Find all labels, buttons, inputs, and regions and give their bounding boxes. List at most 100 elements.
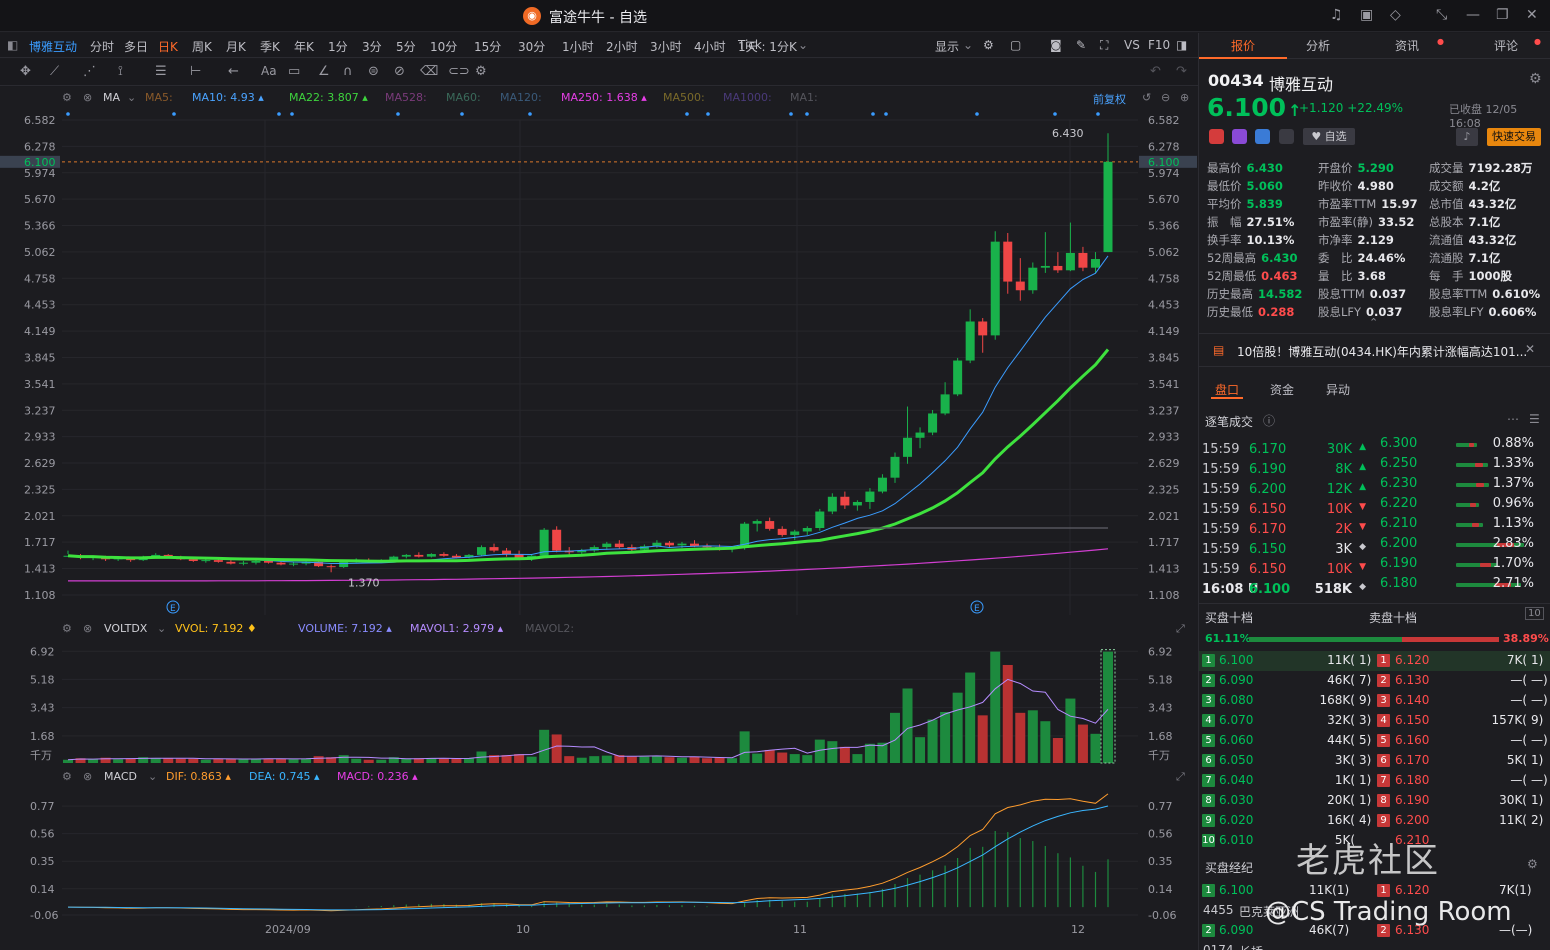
fullscreen-icon[interactable]: ⛶ bbox=[1100, 38, 1109, 52]
orderbook-row[interactable]: 1 6.100 11K(1) 1 6.120 7K(1) bbox=[1199, 651, 1550, 671]
info-icon[interactable]: ⓘ bbox=[1263, 414, 1276, 428]
orderbook-row[interactable]: 10 6.010 5K(6.210 bbox=[1199, 831, 1550, 851]
ten-toggle[interactable]: 10 bbox=[1525, 607, 1544, 620]
tab-quote[interactable]: 报价 bbox=[1231, 39, 1256, 53]
chevron-down-icon[interactable]: ⌄ bbox=[963, 38, 974, 52]
text-tool-icon[interactable]: Aa bbox=[261, 64, 277, 78]
period-11[interactable]: 15分 bbox=[474, 40, 502, 54]
magnet-icon[interactable]: ∩ bbox=[343, 64, 353, 79]
fib-tool-icon[interactable]: ☰ bbox=[155, 64, 167, 79]
stock-name-tab[interactable]: 博雅互动 bbox=[29, 40, 78, 54]
chevron-down-icon[interactable]: ⌄ bbox=[157, 622, 167, 635]
expand-icon[interactable]: ⤢ bbox=[1176, 622, 1185, 635]
minimize-icon[interactable]: — bbox=[1466, 7, 1480, 23]
tab-analysis[interactable]: 分析 bbox=[1306, 39, 1331, 53]
zoom-out-icon[interactable]: ⊖ bbox=[1161, 91, 1171, 104]
crosshair-icon[interactable]: ✥ bbox=[20, 64, 31, 79]
settings-icon[interactable]: ⚙ bbox=[475, 64, 487, 79]
display-menu[interactable]: 显示 bbox=[935, 40, 960, 54]
trash-icon[interactable]: ⌫ bbox=[420, 64, 439, 79]
sidebar-toggle-icon[interactable]: ◧ bbox=[7, 38, 19, 52]
line-tool-icon[interactable]: ⟋ bbox=[50, 64, 60, 79]
orderbook-row[interactable]: 9 6.020 16K(4) 9 6.200 11K(2) bbox=[1199, 811, 1550, 831]
layout-icon[interactable]: ▢ bbox=[1010, 38, 1022, 52]
indicator-name[interactable]: MA bbox=[103, 91, 121, 104]
arrow-tool-icon[interactable]: ← bbox=[228, 64, 239, 79]
broker-row[interactable]: 1 6.100 11K(1) 1 6.120 7K(1) bbox=[1199, 881, 1550, 901]
period-9[interactable]: 5分 bbox=[396, 40, 416, 54]
channel-tool-icon[interactable]: ⟟ bbox=[118, 64, 123, 79]
period-13[interactable]: 1小时 bbox=[562, 40, 594, 54]
tab-anomaly[interactable]: 异动 bbox=[1326, 383, 1351, 397]
collapse-icon[interactable]: ⤡ bbox=[1436, 7, 1448, 23]
trend-tool-icon[interactable]: ⋰ bbox=[83, 64, 96, 79]
measure-tool-icon[interactable]: ⊢ bbox=[190, 64, 202, 79]
orderbook-row[interactable]: 7 6.040 1K(1) 7 6.180 —(—) bbox=[1199, 771, 1550, 791]
period-4[interactable]: 月K bbox=[226, 40, 246, 54]
range-select[interactable]: 1天 : 1分K bbox=[738, 40, 797, 54]
shirt-icon[interactable]: ◇ bbox=[1390, 7, 1401, 23]
period-8[interactable]: 3分 bbox=[362, 40, 382, 54]
period-16[interactable]: 4小时 bbox=[694, 40, 726, 54]
settings-icon[interactable]: ⚙ bbox=[62, 622, 72, 635]
period-15[interactable]: 3小时 bbox=[650, 40, 682, 54]
bell-icon[interactable]: ♪ bbox=[1456, 128, 1478, 146]
settings-icon[interactable]: ⚙ bbox=[62, 91, 72, 104]
orderbook-row[interactable]: 6 6.050 3K(3) 6 6.170 5K(1) bbox=[1199, 751, 1550, 771]
vs-button[interactable]: VS bbox=[1124, 38, 1140, 52]
tab-news[interactable]: 资讯 bbox=[1395, 39, 1420, 53]
gear-icon[interactable]: ⚙ bbox=[983, 38, 994, 52]
panel-toggle-icon[interactable]: ◨ bbox=[1176, 38, 1188, 52]
kline-chart[interactable]: 6.582 6.582 6.278 6.278 5.974 5.974 5.670 5.670… bbox=[0, 87, 1198, 950]
broker-row[interactable]: 0174 长桥 bbox=[1199, 941, 1550, 950]
period-5[interactable]: 季K bbox=[260, 40, 280, 54]
pencil-icon[interactable]: ✎ bbox=[1076, 38, 1087, 52]
redo-icon[interactable]: ↷ bbox=[1176, 64, 1187, 79]
gear-icon[interactable]: ⚙ bbox=[1527, 857, 1538, 871]
adjust-button[interactable]: 前复权 bbox=[1093, 93, 1126, 106]
period-17[interactable]: Tick bbox=[738, 38, 762, 52]
orderbook-row[interactable]: 8 6.030 20K(1) 8 6.190 30K(1) bbox=[1199, 791, 1550, 811]
period-0[interactable]: 分时 bbox=[90, 40, 115, 54]
period-12[interactable]: 30分 bbox=[518, 40, 546, 54]
tab-capital[interactable]: 资金 bbox=[1270, 383, 1295, 397]
orderbook-row[interactable]: 4 6.070 32K(3) 4 6.150 157K(9) bbox=[1199, 711, 1550, 731]
close-icon[interactable]: ✕ bbox=[1525, 342, 1536, 356]
lightning-icon[interactable] bbox=[1232, 129, 1247, 144]
period-2[interactable]: 日K bbox=[158, 40, 178, 54]
tag-icon[interactable] bbox=[1255, 129, 1270, 144]
orderbook-row[interactable]: 2 6.090 46K(7) 2 6.130 —(—) bbox=[1199, 671, 1550, 691]
settings-icon[interactable]: ⚙ bbox=[62, 770, 72, 783]
macd-indicator-name[interactable]: MACD bbox=[104, 770, 137, 783]
reset-icon[interactable]: ↺ bbox=[1142, 91, 1152, 104]
period-6[interactable]: 年K bbox=[294, 40, 314, 54]
close-icon[interactable]: ✕ bbox=[1526, 7, 1538, 23]
gear-icon[interactable]: ⚙ bbox=[1529, 71, 1542, 87]
sync-icon[interactable]: ⊜ bbox=[368, 64, 379, 79]
period-3[interactable]: 周K bbox=[192, 40, 212, 54]
note-tool-icon[interactable]: ▭ bbox=[288, 64, 301, 79]
quick-trade-button[interactable]: 快速交易 bbox=[1487, 128, 1541, 146]
chevron-down-icon[interactable]: ⌄ bbox=[127, 91, 137, 104]
restore-icon[interactable]: ❐ bbox=[1496, 7, 1509, 23]
broker-row[interactable]: 2 6.090 46K(7) 2 6.130 —(—) bbox=[1199, 921, 1550, 941]
volume-indicator-name[interactable]: VOLTDX bbox=[104, 622, 148, 635]
close-icon[interactable]: ⊗ bbox=[83, 91, 93, 104]
bag-icon[interactable]: ▣ bbox=[1360, 7, 1374, 23]
undo-icon[interactable]: ↶ bbox=[1150, 64, 1161, 79]
news-headline[interactable]: 10倍股！博雅互动(0434.HK)年内累计涨幅高达101... bbox=[1237, 345, 1528, 359]
link-icon[interactable]: ⊂⊃ bbox=[448, 64, 470, 79]
close-icon[interactable]: ⊗ bbox=[83, 770, 93, 783]
f10-button[interactable]: F10 bbox=[1148, 38, 1171, 52]
zoom-in-icon[interactable]: ⊕ bbox=[1180, 91, 1190, 104]
tab-comments[interactable]: 评论 bbox=[1494, 39, 1519, 53]
doc-icon[interactable] bbox=[1279, 129, 1294, 144]
period-1[interactable]: 多日 bbox=[124, 40, 149, 54]
chevron-down-icon[interactable]: ⌄ bbox=[148, 770, 158, 783]
expand-icon[interactable]: ⤢ bbox=[1176, 770, 1185, 783]
watchlist-button[interactable]: ♥ 自选 bbox=[1303, 128, 1355, 145]
more-icon[interactable]: ⋯ bbox=[1507, 412, 1519, 426]
ruler-tool-icon[interactable]: ∠ bbox=[318, 64, 330, 79]
tab-orderbook[interactable]: 盘口 bbox=[1215, 383, 1240, 397]
collapse-icon[interactable]: ⌃ bbox=[1369, 316, 1379, 329]
